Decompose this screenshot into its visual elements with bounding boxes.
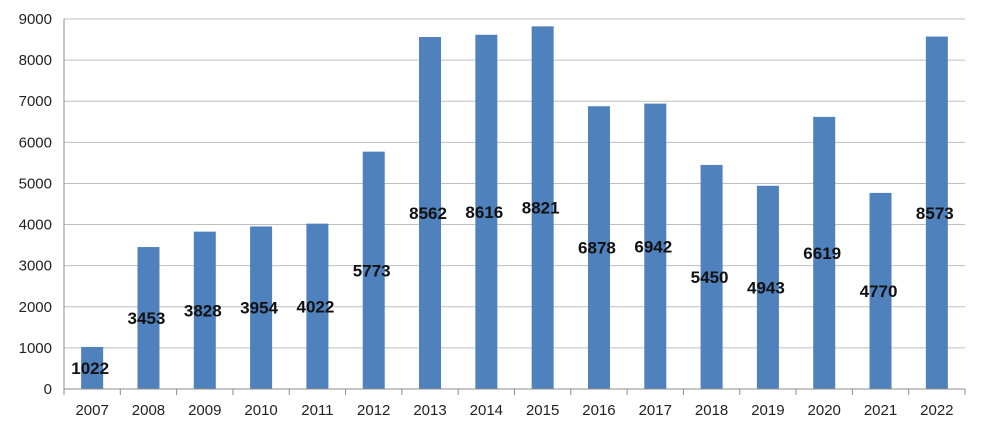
- x-tick-label: 2009: [188, 402, 221, 419]
- x-tick-label: 2015: [526, 402, 559, 419]
- x-tick-label: 2011: [301, 402, 333, 419]
- y-tick-label: 2000: [19, 299, 52, 316]
- bar-2008: [137, 247, 160, 389]
- y-tick-label: 7000: [19, 93, 52, 110]
- bar-2018: [700, 164, 723, 389]
- y-tick-label: 8000: [19, 52, 52, 69]
- x-tick-label: 2007: [75, 402, 108, 419]
- bar-2011: [306, 223, 329, 389]
- bar-2007: [81, 346, 104, 389]
- data-label-2012: 5773: [353, 261, 391, 280]
- data-labels: 1022 3453 3828 3954 4022 5773 8562 8616 8821 6878…: [71, 199, 954, 378]
- y-tick-label: 4000: [19, 217, 52, 234]
- data-label-2022: 8573: [916, 204, 954, 223]
- data-label-2019: 4943: [747, 278, 785, 297]
- bar-2020: [813, 116, 836, 389]
- x-tick-label: 2008: [132, 402, 165, 419]
- bar-2009: [193, 231, 216, 389]
- y-tick-label: 6000: [19, 134, 52, 151]
- x-tick-label: 2017: [639, 402, 672, 419]
- bar-2022: [925, 36, 948, 389]
- x-tick-label: 2014: [470, 402, 503, 419]
- x-tick-label: 2018: [695, 402, 728, 419]
- bar-2017: [644, 103, 667, 390]
- y-tick-label: 1000: [19, 340, 52, 357]
- data-label-2020: 6619: [803, 244, 841, 263]
- bar-2013: [419, 37, 442, 390]
- y-tick-label: 5000: [19, 175, 52, 192]
- bar-2015: [531, 26, 554, 390]
- x-tick-label: 2019: [751, 402, 784, 419]
- y-tick-labels: 0 1000 2000 3000 4000 5000 6000 7000 8000 9000: [19, 11, 52, 398]
- x-tick-label: 2010: [244, 402, 277, 419]
- data-label-2013: 8562: [409, 204, 447, 223]
- bar-2012: [362, 151, 385, 389]
- x-tick-label: 2022: [920, 402, 953, 419]
- data-label-2010: 3954: [240, 299, 278, 318]
- x-tick-label: 2016: [582, 402, 615, 419]
- data-label-2011: 4022: [296, 297, 334, 316]
- data-label-2016: 6878: [578, 239, 616, 258]
- bar-2010: [250, 226, 273, 389]
- data-label-2018: 5450: [691, 268, 729, 287]
- bar-2014: [475, 34, 498, 389]
- bar-2021: [869, 192, 892, 389]
- data-label-2015: 8821: [522, 199, 560, 218]
- data-label-2007: 1022: [71, 359, 109, 378]
- x-tick-label: 2021: [864, 402, 897, 419]
- data-label-2009: 3828: [184, 301, 222, 320]
- x-tick-label: 2012: [357, 402, 390, 419]
- x-tick-label: 2013: [413, 402, 446, 419]
- x-tick-label: 2020: [808, 402, 841, 419]
- bar-2016: [587, 106, 610, 389]
- data-label-2014: 8616: [465, 203, 503, 222]
- y-tick-label: 0: [44, 381, 52, 398]
- y-tick-label: 3000: [19, 258, 52, 275]
- bar-2019: [756, 185, 779, 389]
- x-tick-labels: 2007 2008 2009 2010 2011 2012 2013 2014 2015 2016…: [75, 402, 953, 419]
- data-label-2021: 4770: [860, 282, 898, 301]
- axes: [63, 19, 966, 395]
- data-label-2017: 6942: [634, 237, 672, 256]
- data-label-2008: 3453: [128, 309, 166, 328]
- y-tick-label: 9000: [19, 11, 52, 28]
- bars: [81, 26, 948, 390]
